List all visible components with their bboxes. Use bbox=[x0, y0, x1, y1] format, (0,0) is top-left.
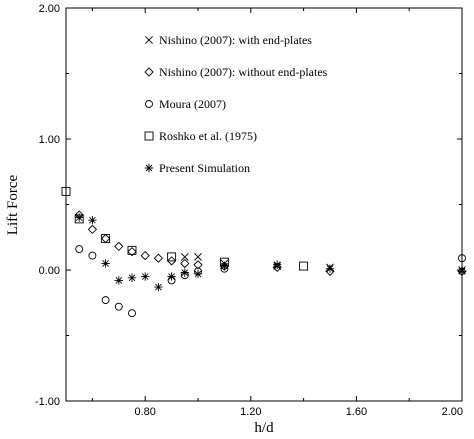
y-tick-label: 2.00 bbox=[39, 3, 60, 15]
legend-label: Moura (2007) bbox=[159, 97, 226, 111]
y-axis-title: Lift Force bbox=[5, 174, 21, 235]
legend: Nishino (2007): with end-plates Nishino (… bbox=[144, 33, 328, 175]
data-point-square bbox=[61, 186, 71, 196]
data-point-square bbox=[167, 252, 177, 262]
x-axis-title: h/d bbox=[254, 420, 274, 436]
x-tick-label: 2.00 bbox=[442, 406, 463, 418]
data-point-asterisk bbox=[220, 261, 229, 271]
data-point-cross bbox=[180, 252, 189, 261]
legend-label: Roshko et al. (1975) bbox=[159, 129, 257, 143]
data-point-circle bbox=[458, 254, 466, 263]
data-point-diamond bbox=[180, 258, 190, 269]
data-point-circle bbox=[101, 296, 110, 305]
data-point-circle bbox=[88, 251, 97, 260]
data-point-diamond bbox=[153, 253, 164, 263]
data-point-square bbox=[101, 234, 111, 244]
data-point-asterisk bbox=[101, 259, 110, 268]
legend-item: Roshko et al. (1975) bbox=[144, 129, 257, 143]
legend-label: Present Simulation bbox=[159, 161, 250, 175]
x-tick-label: 1.60 bbox=[346, 406, 367, 418]
legend-item: Moura (2007) bbox=[145, 97, 226, 111]
legend-item: Nishino (2007): with end-plates bbox=[145, 33, 312, 47]
legend-marker-circle bbox=[145, 100, 153, 108]
data-point-diamond bbox=[87, 224, 98, 235]
y-tick-label: -1.00 bbox=[35, 396, 60, 408]
x-tick-label: 1.20 bbox=[240, 406, 261, 418]
data-point-diamond bbox=[166, 256, 177, 266]
data-point-asterisk bbox=[75, 213, 84, 222]
legend-item: Nishino (2007): without end-plates bbox=[144, 65, 328, 79]
legend-item: Present Simulation bbox=[144, 161, 250, 175]
data-point-asterisk bbox=[457, 267, 467, 276]
x-tick-label: 0.80 bbox=[134, 406, 155, 418]
y-tick-label: 1.00 bbox=[39, 134, 60, 146]
data-point-square bbox=[299, 261, 309, 271]
data-point-diamond bbox=[114, 241, 124, 252]
legend-marker-cross bbox=[145, 36, 153, 44]
data-points bbox=[61, 186, 467, 318]
data-point-diamond bbox=[140, 250, 150, 261]
data-point-asterisk bbox=[180, 268, 189, 277]
data-point-circle bbox=[114, 302, 123, 311]
data-point-circle bbox=[75, 245, 84, 253]
data-point-square bbox=[127, 245, 137, 255]
data-point-circle bbox=[128, 309, 136, 318]
data-point-diamond bbox=[100, 233, 111, 244]
legend-label: Nishino (2007): without end-plates bbox=[159, 65, 328, 79]
legend-marker-square bbox=[144, 131, 154, 141]
data-point-asterisk bbox=[114, 276, 123, 285]
data-point-asterisk bbox=[127, 273, 137, 283]
data-point-asterisk bbox=[141, 272, 150, 281]
data-point-diamond bbox=[193, 260, 203, 270]
legend-marker-asterisk bbox=[144, 163, 154, 173]
data-point-asterisk bbox=[88, 216, 97, 225]
data-point-asterisk bbox=[154, 282, 163, 292]
data-point-cross bbox=[194, 252, 202, 261]
y-tick-label: 0.00 bbox=[39, 265, 60, 277]
legend-marker-diamond bbox=[144, 67, 154, 77]
legend-label: Nishino (2007): with end-plates bbox=[159, 33, 312, 47]
axis-ticks: 2.00 1.00 0.00 -1.00 0.80 1.20 1.60 2.00 bbox=[35, 3, 463, 418]
data-point-diamond bbox=[272, 262, 282, 273]
data-point-asterisk bbox=[167, 272, 176, 281]
data-point-asterisk bbox=[193, 269, 203, 279]
data-point-diamond bbox=[325, 266, 335, 276]
data-point-diamond bbox=[127, 247, 137, 257]
data-point-asterisk bbox=[273, 260, 282, 269]
data-point-asterisk bbox=[325, 264, 335, 273]
